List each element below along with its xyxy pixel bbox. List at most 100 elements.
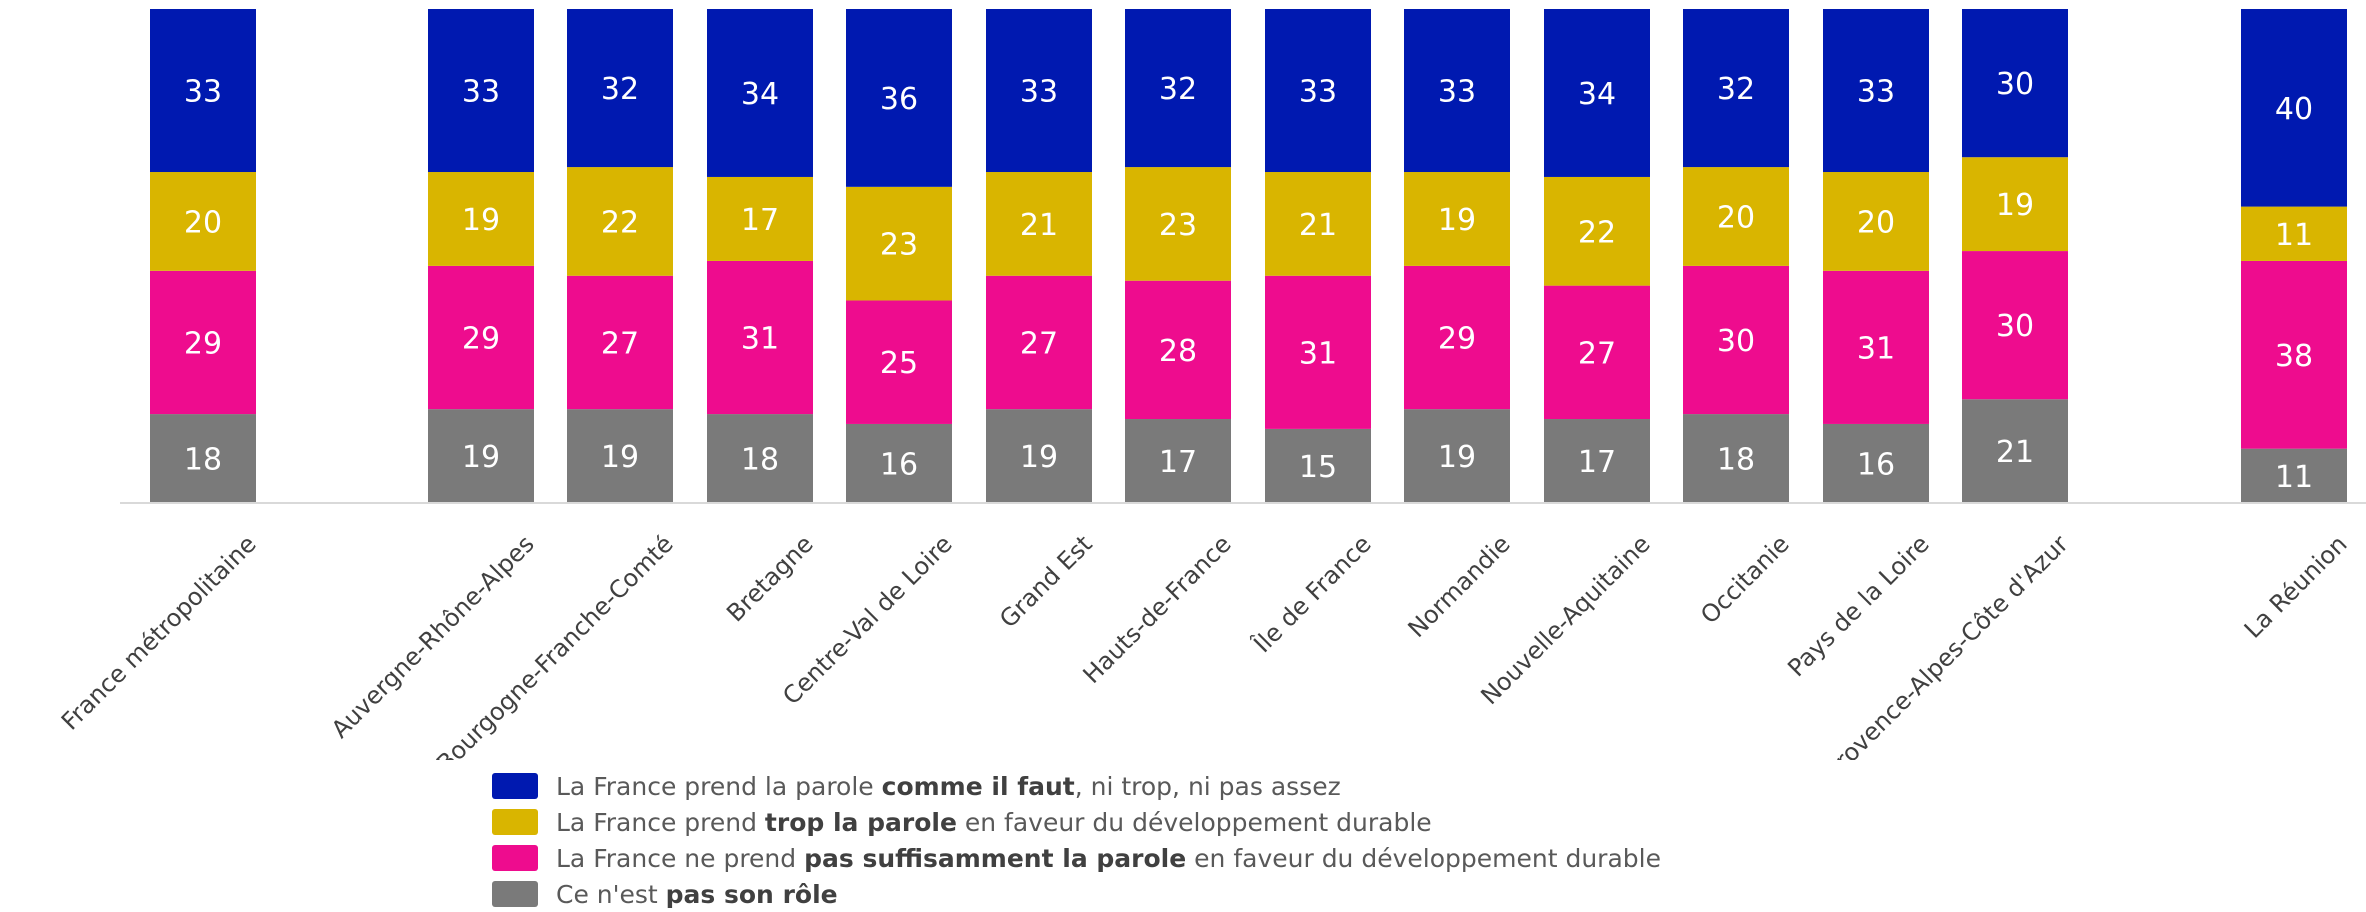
data-label: 29 [462, 322, 500, 357]
bar-segment [428, 409, 534, 503]
data-label: 27 [601, 326, 639, 361]
bar-segment [707, 414, 813, 503]
bar-segment [1265, 428, 1371, 503]
bar-segment [1404, 9, 1510, 173]
data-label: 33 [1857, 75, 1895, 110]
data-label: 36 [880, 82, 918, 117]
stacked-bar-chart: 18 29 20 33 19 29 19 33 19 27 22 32 18 31 17 34 16 25 23 36… [56, 9, 2366, 760]
data-label: 27 [1578, 336, 1616, 371]
data-label: 33 [1020, 75, 1058, 110]
bar-segment [986, 275, 1092, 410]
bar-segment [1265, 275, 1371, 429]
x-tick-label: Hauts-de-France [1078, 530, 1237, 689]
data-label: 33 [462, 75, 500, 110]
x-tick-label: Provence-Alpes-Côte d'Azur [1819, 530, 2073, 760]
data-label: 15 [1299, 450, 1337, 485]
bar-segment [707, 260, 813, 415]
data-label: 16 [880, 447, 918, 482]
bar-segment [1962, 9, 2068, 158]
x-axis-labels: France métropolitaine Auvergne-Rhône-Alpe… [56, 529, 2353, 760]
bar-segment [1404, 409, 1510, 503]
bar-segment [428, 9, 534, 173]
bar-segment [567, 9, 673, 168]
legend-swatch [492, 809, 538, 835]
bar-segment [1823, 423, 1929, 503]
bar-segment [1265, 9, 1371, 173]
bar-segment [1125, 9, 1231, 168]
x-tick-label: Grand Est [994, 530, 1097, 633]
data-label: 11 [2275, 460, 2313, 495]
bar-segment [2241, 206, 2347, 261]
x-tick-label: La Réunion [2239, 530, 2353, 644]
data-label: 20 [1857, 205, 1895, 240]
bar-segment [1683, 9, 1789, 168]
data-label: 17 [1159, 445, 1197, 480]
data-label: 33 [1438, 75, 1476, 110]
x-tick-label: Bretagne [721, 530, 819, 628]
data-label: 18 [741, 443, 779, 478]
legend-item: Ce n'est pas son rôle [492, 876, 1661, 912]
bar-segment [1683, 167, 1789, 266]
data-label: 30 [1996, 67, 2034, 102]
bar-segment [1544, 419, 1650, 503]
bar-segment [846, 9, 952, 187]
data-label: 32 [601, 72, 639, 107]
bar-segment [150, 9, 256, 173]
data-label: 16 [1857, 447, 1895, 482]
data-label: 20 [1717, 200, 1755, 235]
bar-segment [150, 270, 256, 415]
bar-segment [428, 172, 534, 266]
data-label: 20 [184, 205, 222, 240]
bar-segment [1962, 251, 2068, 400]
data-label: 19 [1438, 440, 1476, 475]
bar-segment [1544, 285, 1650, 420]
data-label: 25 [880, 346, 918, 381]
data-label: 33 [184, 75, 222, 110]
data-label: 38 [2275, 339, 2313, 374]
data-label: 29 [1438, 322, 1476, 357]
data-label: 30 [1717, 324, 1755, 359]
bar-segment [1404, 172, 1510, 266]
data-label: 23 [1159, 208, 1197, 243]
x-tick-label: Normandie [1403, 530, 1516, 643]
data-label: 32 [1717, 72, 1755, 107]
bar-segment [1683, 414, 1789, 503]
data-label: 17 [1578, 445, 1616, 480]
data-label: 31 [1857, 331, 1895, 366]
x-tick-label: Occitanie [1695, 530, 1795, 630]
data-label: 27 [1020, 326, 1058, 361]
x-tick-label: France métropolitaine [56, 530, 262, 736]
bars-layer: 18 29 20 33 19 29 19 33 19 27 22 32 18 31 17 34 16 25 23 36… [150, 9, 2347, 503]
bar-segment [2241, 260, 2347, 449]
legend-swatch [492, 845, 538, 871]
legend-item: La France prend trop la parole en faveur… [492, 804, 1661, 840]
data-label: 22 [1578, 215, 1616, 250]
bar-segment [846, 186, 952, 301]
data-label: 30 [1996, 309, 2034, 344]
bar-segment [1823, 270, 1929, 424]
data-label: 18 [184, 443, 222, 478]
bar-segment [428, 265, 534, 410]
bar-segment [1265, 172, 1371, 276]
bar-segment [567, 275, 673, 410]
data-label: 18 [1717, 443, 1755, 478]
bar-segment [707, 9, 813, 177]
legend-swatch [492, 881, 538, 907]
x-tick-label: Pays de la Loire [1782, 530, 1934, 682]
data-label: 33 [1299, 75, 1337, 110]
data-label: 32 [1159, 72, 1197, 107]
data-label: 23 [880, 228, 918, 263]
data-label: 40 [2275, 92, 2313, 127]
legend-label: La France prend la parole comme il faut,… [556, 771, 1341, 801]
bar-segment [846, 300, 952, 424]
data-label: 19 [601, 440, 639, 475]
bar-segment [2241, 448, 2347, 503]
data-label: 19 [462, 440, 500, 475]
bar-segment [986, 172, 1092, 276]
bar-segment [567, 167, 673, 276]
data-label: 31 [741, 322, 779, 357]
bar-segment [1125, 419, 1231, 503]
data-label: 19 [462, 203, 500, 238]
legend: La France prend la parole comme il faut,… [492, 768, 1661, 912]
x-tick-label: Bourgogne-Franche-Comté [431, 530, 679, 760]
